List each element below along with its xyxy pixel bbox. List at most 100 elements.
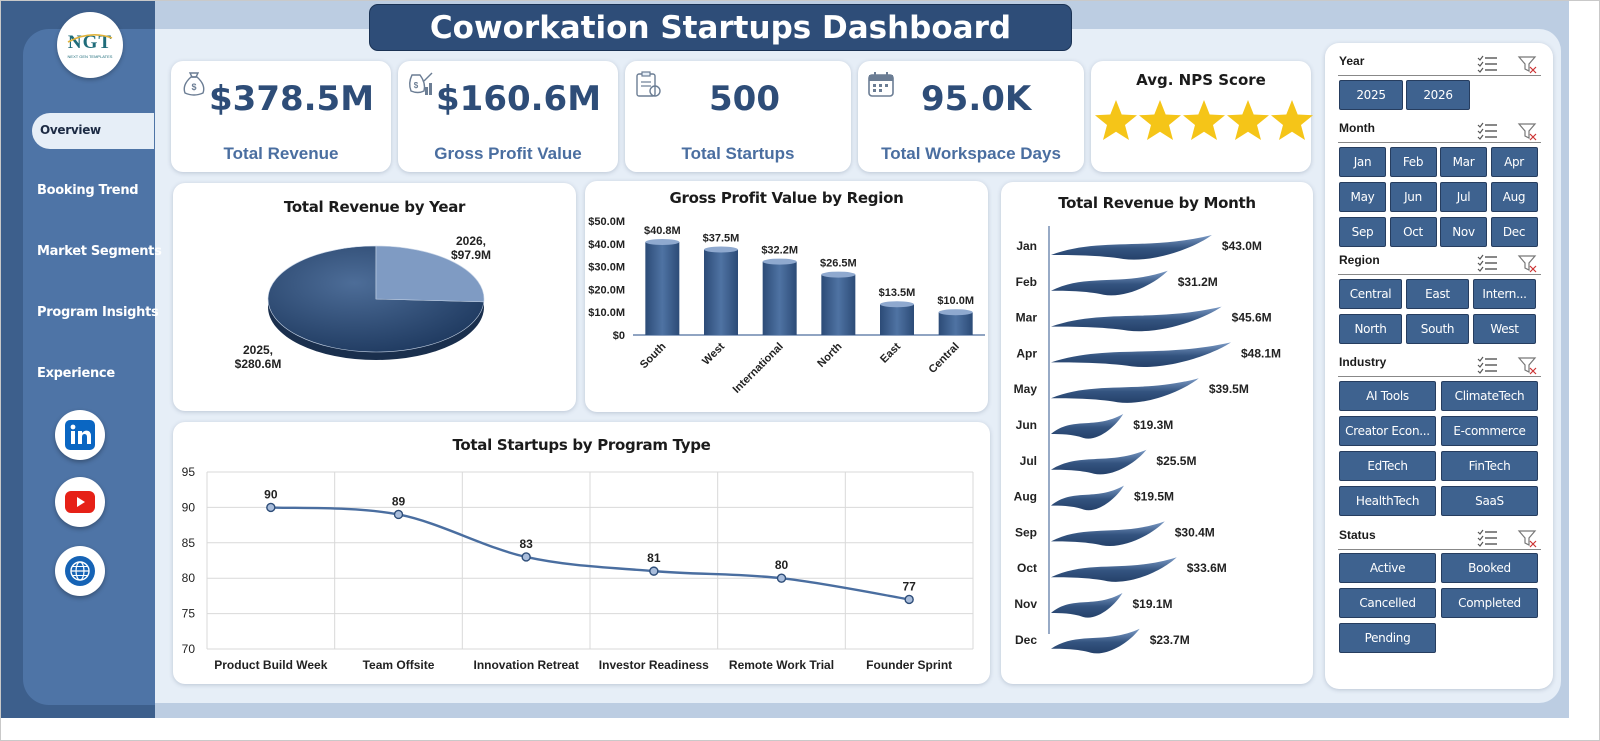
month-label: Sep [1015,525,1037,539]
month-bar[interactable] [1051,593,1123,618]
x-tick-label: Product Build Week [214,658,327,672]
x-tick-label: East [878,340,903,365]
month-bar[interactable] [1051,628,1140,654]
bar[interactable] [821,274,856,335]
slicer-chip-month[interactable]: May [1339,182,1386,212]
clear-filter-icon[interactable] [1517,255,1537,273]
clear-filter-icon[interactable] [1517,56,1537,74]
multi-select-icon[interactable] [1477,122,1497,140]
nav-overview[interactable]: Overview [40,123,101,137]
month-label: Nov [1014,597,1037,611]
bar[interactable] [645,241,680,335]
slicer-chip-region[interactable]: North [1339,314,1402,344]
bar-top [938,309,973,316]
slicer-chip-region[interactable]: Central [1339,279,1402,309]
month-label: Jun [1016,418,1037,432]
slicer-title-region: Region [1339,253,1380,267]
slicer-chip-month[interactable]: Apr [1490,147,1538,177]
slicer-chip-status[interactable]: Pending [1339,623,1436,653]
nav-program-insights[interactable]: Program Insights [37,305,159,320]
slicer-chip-industry[interactable]: Creator Econ... [1339,416,1436,446]
kpi-label: Gross Profit Value [434,144,582,163]
slicer-chip-industry[interactable]: FinTech [1441,451,1538,481]
month-label: Apr [1016,346,1037,360]
slicer-chip-industry[interactable]: EdTech [1339,451,1436,481]
slicer-chip-industry[interactable]: ClimateTech [1441,381,1538,411]
slicer-chip-month[interactable]: Mar [1440,147,1487,177]
star-icon [1227,100,1269,140]
bar[interactable] [762,261,797,335]
multi-select-icon[interactable] [1477,55,1497,73]
slicer-chip-month[interactable]: Sep [1339,217,1386,247]
slicer-chip-industry[interactable]: E-commerce [1441,416,1538,446]
chart-card-profit-by-region: Gross Profit Value by Region $0 $10.0M $20… [585,181,988,412]
slicer-chip-industry[interactable]: HealthTech [1339,486,1436,516]
slicer-chip-region[interactable]: West [1473,314,1536,344]
month-bar[interactable] [1051,342,1231,368]
month-bar[interactable] [1051,414,1124,439]
slicer-chip-region[interactable]: Intern... [1473,279,1536,309]
slicer-chip-month[interactable]: Jan [1339,147,1386,177]
pie-slice-2026[interactable] [375,245,485,303]
nav-booking-trend[interactable]: Booking Trend [37,183,139,198]
x-tick-label: South [638,340,669,371]
slicer-chip-month[interactable]: Jun [1389,182,1437,212]
slicer-chip-industry[interactable]: SaaS [1441,486,1538,516]
y-tick-label: $10.0M [588,307,625,319]
line-point[interactable] [266,502,276,513]
youtube-button[interactable] [55,477,105,527]
slicer-chip-month[interactable]: Jul [1440,182,1487,212]
slicer-chip-month[interactable]: Aug [1490,182,1538,212]
kpi-value: 500 [709,79,780,119]
linkedin-button[interactable] [55,410,105,460]
clear-filter-icon[interactable] [1517,123,1537,141]
slicer-chip-year[interactable]: 2025 [1339,80,1403,110]
nav-experience[interactable]: Experience [37,366,115,381]
clear-filter-icon[interactable] [1517,357,1537,375]
bar-top [762,258,797,265]
line-point[interactable] [393,509,404,520]
slicer-divider [1338,75,1541,76]
point-data-label: 90 [264,487,278,501]
kpi-card-gross-profit: $ $160.6M Gross Profit Value [398,61,618,172]
slicer-chip-month[interactable]: Dec [1490,217,1538,247]
month-bar[interactable] [1051,378,1199,403]
clear-filter-icon[interactable] [1517,530,1537,548]
slicer-chip-status[interactable]: Booked [1441,553,1538,583]
line-point[interactable] [776,573,787,583]
month-bar[interactable] [1051,449,1147,475]
slicer-chip-region[interactable]: South [1406,314,1469,344]
multi-select-icon[interactable] [1477,356,1497,374]
month-bar[interactable] [1051,270,1168,296]
month-bar[interactable] [1051,521,1165,547]
month-bar[interactable] [1051,235,1212,260]
website-button[interactable] [55,546,105,596]
line-point[interactable] [649,566,659,576]
x-tick-label: Central [926,341,961,376]
bar[interactable] [938,312,973,335]
slicer-chip-status[interactable]: Active [1339,553,1436,583]
month-bar[interactable] [1051,306,1222,332]
slicer-chip-year[interactable]: 2026 [1406,80,1470,110]
slicer-chip-status[interactable]: Completed [1441,588,1538,618]
multi-select-icon[interactable] [1477,254,1497,272]
month-bar[interactable] [1051,557,1177,582]
kpi-card-total-revenue: $ $378.5M Total Revenue [171,61,391,172]
slicer-chip-month[interactable]: Oct [1389,217,1437,247]
slicer-chip-status[interactable]: Cancelled [1339,588,1436,618]
month-data-label: $25.5M [1156,454,1196,468]
bar[interactable] [880,304,914,335]
slicer-chip-month[interactable]: Nov [1440,217,1487,247]
bar[interactable] [704,249,738,336]
line-point[interactable] [521,552,531,562]
month-bar-chart: Jan $43.0M Feb $31.2M Mar $45.6M Apr $48.1M May $… [1014,226,1281,654]
slicer-chip-industry[interactable]: AI Tools [1339,381,1436,411]
slicer-chip-region[interactable]: East [1406,279,1469,309]
brand-logo[interactable]: NGT NEXT GEN TEMPLATES [57,12,123,78]
month-bar[interactable] [1051,485,1124,511]
line-point[interactable] [904,594,914,605]
multi-select-icon[interactable] [1477,529,1497,547]
slicer-chip-month[interactable]: Feb [1389,147,1437,177]
calendar-icon [868,72,894,97]
nav-market-segments[interactable]: Market Segments [37,244,162,259]
